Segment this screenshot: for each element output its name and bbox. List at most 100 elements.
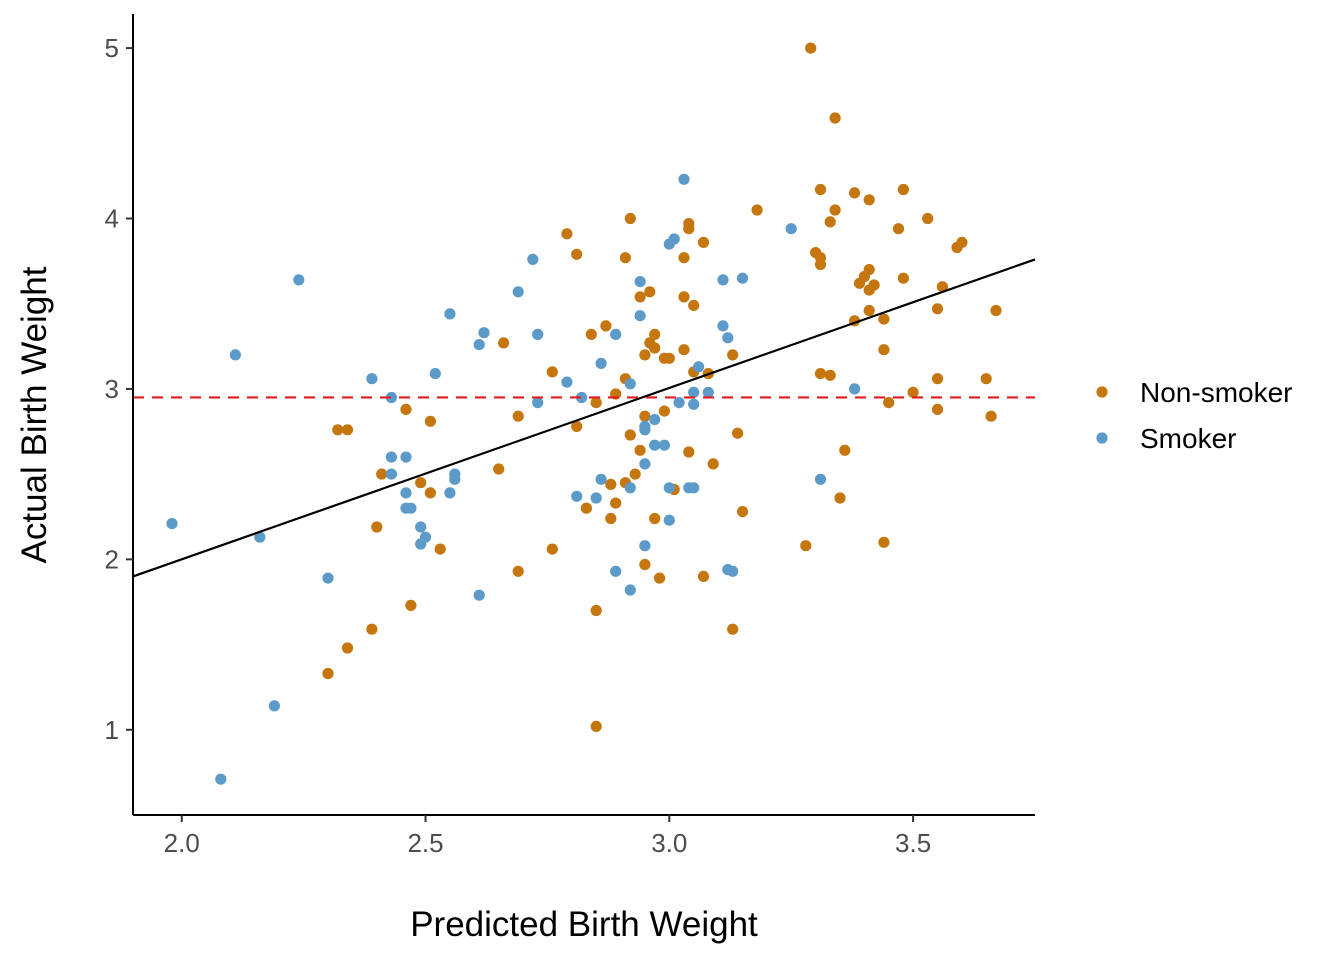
point-smoker-5 bbox=[736, 272, 749, 284]
point-non-smoker-74 bbox=[732, 427, 744, 439]
point-smoker-45 bbox=[624, 482, 636, 494]
point-non-smoker-92 bbox=[649, 512, 661, 525]
point-non-smoker-108 bbox=[322, 667, 334, 680]
point-smoker-36 bbox=[649, 439, 661, 451]
point-non-smoker-12 bbox=[683, 223, 695, 235]
point-non-smoker-101 bbox=[654, 572, 666, 584]
point-smoker-22 bbox=[366, 373, 378, 385]
legend-label-smoker: Smoker bbox=[1140, 423, 1236, 454]
point-non-smoker-97 bbox=[434, 543, 446, 555]
point-non-smoker-78 bbox=[683, 446, 695, 458]
point-non-smoker-59 bbox=[980, 373, 992, 385]
point-smoker-70 bbox=[215, 773, 227, 785]
point-non-smoker-51 bbox=[658, 352, 671, 364]
point-non-smoker-54 bbox=[546, 366, 558, 378]
point-non-smoker-94 bbox=[371, 521, 383, 533]
point-smoker-40 bbox=[639, 458, 651, 470]
point-non-smoker-72 bbox=[332, 424, 344, 436]
point-smoker-17 bbox=[473, 339, 485, 351]
point-smoker-59 bbox=[254, 531, 266, 543]
legend-key-non-smoker bbox=[1096, 386, 1108, 398]
point-smoker-0 bbox=[678, 173, 690, 185]
point-non-smoker-8 bbox=[922, 212, 934, 225]
point-non-smoker-35 bbox=[931, 303, 944, 315]
point-smoker-42 bbox=[385, 468, 397, 480]
point-non-smoker-13 bbox=[892, 223, 905, 235]
point-non-smoker-14 bbox=[697, 236, 710, 248]
point-non-smoker-80 bbox=[493, 463, 505, 475]
point-non-smoker-91 bbox=[736, 506, 749, 518]
point-non-smoker-76 bbox=[634, 444, 646, 456]
point-non-smoker-43 bbox=[498, 337, 510, 349]
point-non-smoker-95 bbox=[878, 536, 890, 548]
point-non-smoker-82 bbox=[629, 468, 641, 480]
point-non-smoker-68 bbox=[985, 410, 997, 422]
point-non-smoker-55 bbox=[814, 368, 827, 380]
point-smoker-39 bbox=[400, 451, 412, 463]
point-smoker-67 bbox=[624, 584, 636, 596]
point-non-smoker-30 bbox=[863, 284, 875, 296]
point-smoker-27 bbox=[702, 386, 714, 398]
point-smoker-19 bbox=[595, 357, 607, 369]
point-non-smoker-19 bbox=[571, 248, 583, 260]
y-tick-label-0: 1 bbox=[105, 715, 119, 745]
point-smoker-69 bbox=[268, 700, 280, 712]
point-smoker-65 bbox=[610, 565, 622, 577]
point-non-smoker-69 bbox=[639, 410, 651, 422]
point-smoker-61 bbox=[415, 538, 427, 550]
point-smoker-38 bbox=[385, 451, 397, 463]
point-smoker-24 bbox=[624, 378, 636, 390]
point-smoker-48 bbox=[688, 482, 700, 494]
point-non-smoker-109 bbox=[590, 720, 602, 733]
point-non-smoker-93 bbox=[605, 512, 617, 525]
point-non-smoker-9 bbox=[824, 216, 836, 228]
plot-area bbox=[132, 42, 1036, 785]
points-layer bbox=[166, 42, 1002, 785]
x-ticks: 2.0 2.5 3.0 3.5 bbox=[164, 815, 931, 858]
point-smoker-57 bbox=[166, 518, 178, 530]
y-tick-label-3: 4 bbox=[105, 204, 119, 234]
point-smoker-66 bbox=[322, 572, 334, 584]
point-smoker-4 bbox=[527, 253, 539, 265]
point-non-smoker-73 bbox=[341, 424, 354, 436]
point-smoker-20 bbox=[693, 361, 705, 373]
point-non-smoker-20 bbox=[561, 228, 573, 240]
point-non-smoker-2 bbox=[814, 183, 827, 196]
point-non-smoker-38 bbox=[878, 313, 890, 325]
point-smoker-11 bbox=[634, 310, 646, 322]
point-non-smoker-48 bbox=[639, 349, 651, 361]
point-non-smoker-4 bbox=[897, 183, 910, 196]
y-axis-title: Actual Birth Weight bbox=[15, 266, 54, 563]
point-smoker-13 bbox=[478, 327, 490, 339]
point-non-smoker-56 bbox=[824, 369, 836, 381]
point-smoker-9 bbox=[512, 286, 524, 298]
point-non-smoker-49 bbox=[727, 349, 739, 361]
point-non-smoker-65 bbox=[658, 405, 671, 417]
point-non-smoker-70 bbox=[424, 415, 436, 427]
point-smoker-10 bbox=[444, 308, 456, 320]
point-non-smoker-29 bbox=[936, 281, 949, 293]
point-non-smoker-33 bbox=[678, 291, 690, 303]
point-non-smoker-1 bbox=[829, 112, 841, 124]
point-non-smoker-98 bbox=[546, 543, 558, 555]
point-smoker-33 bbox=[649, 414, 661, 426]
point-non-smoker-63 bbox=[883, 397, 895, 409]
point-smoker-62 bbox=[639, 540, 651, 552]
point-smoker-7 bbox=[293, 274, 305, 286]
point-smoker-56 bbox=[663, 514, 675, 526]
point-non-smoker-23 bbox=[814, 258, 827, 271]
point-smoker-35 bbox=[639, 424, 651, 436]
point-non-smoker-103 bbox=[405, 599, 417, 612]
point-non-smoker-79 bbox=[707, 458, 719, 470]
point-non-smoker-87 bbox=[424, 487, 436, 499]
point-smoker-16 bbox=[722, 332, 734, 344]
point-non-smoker-5 bbox=[863, 194, 875, 206]
point-smoker-23 bbox=[561, 376, 573, 388]
point-smoker-18 bbox=[229, 349, 241, 361]
point-non-smoker-88 bbox=[834, 492, 846, 504]
point-smoker-26 bbox=[688, 386, 700, 398]
point-non-smoker-16 bbox=[951, 241, 963, 254]
point-smoker-1 bbox=[785, 223, 797, 235]
point-smoker-28 bbox=[385, 391, 397, 404]
